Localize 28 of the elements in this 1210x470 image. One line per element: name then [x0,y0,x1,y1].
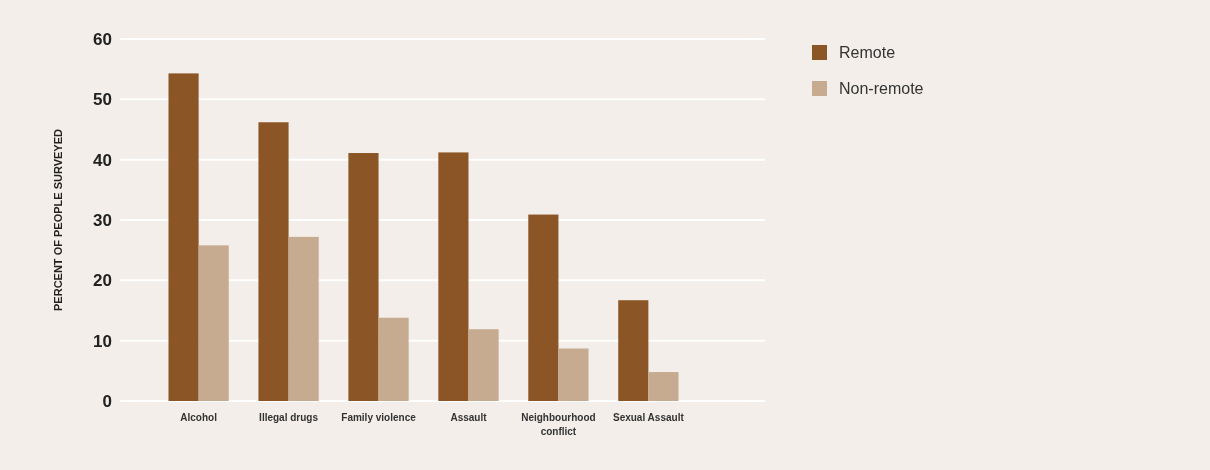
x-tick-label: Assault [450,412,488,423]
bar [378,317,409,401]
bar [258,122,289,401]
x-tick-label: Neighbourhood conflict [521,412,596,437]
bar [618,300,649,401]
y-tick-label: 30 [93,210,112,230]
x-tick-label: Family violence [341,412,417,423]
x-tick-label: Alcohol [180,412,218,423]
bar [348,153,379,401]
bar [648,372,679,401]
y-axis-title: PERCENT OF PEOPLE SURVEYED [52,128,64,311]
bar [198,245,229,401]
bar [468,329,499,401]
y-tick-label: 50 [93,90,112,110]
x-tick-label: Illegal drugs [259,412,319,423]
bar [168,73,199,401]
bar [528,214,559,401]
y-tick-label: 40 [93,150,112,170]
y-tick-label: 10 [93,331,112,351]
y-tick-label: 60 [93,29,112,49]
x-tick-label: Sexual Assault [612,412,685,423]
y-tick-label: 20 [93,271,112,291]
legend-label: Remote [839,43,896,61]
bar [438,152,469,401]
legend-label: Non-remote [839,79,924,97]
bar [288,236,319,401]
bar [558,348,589,401]
y-tick-label: 0 [102,391,112,411]
